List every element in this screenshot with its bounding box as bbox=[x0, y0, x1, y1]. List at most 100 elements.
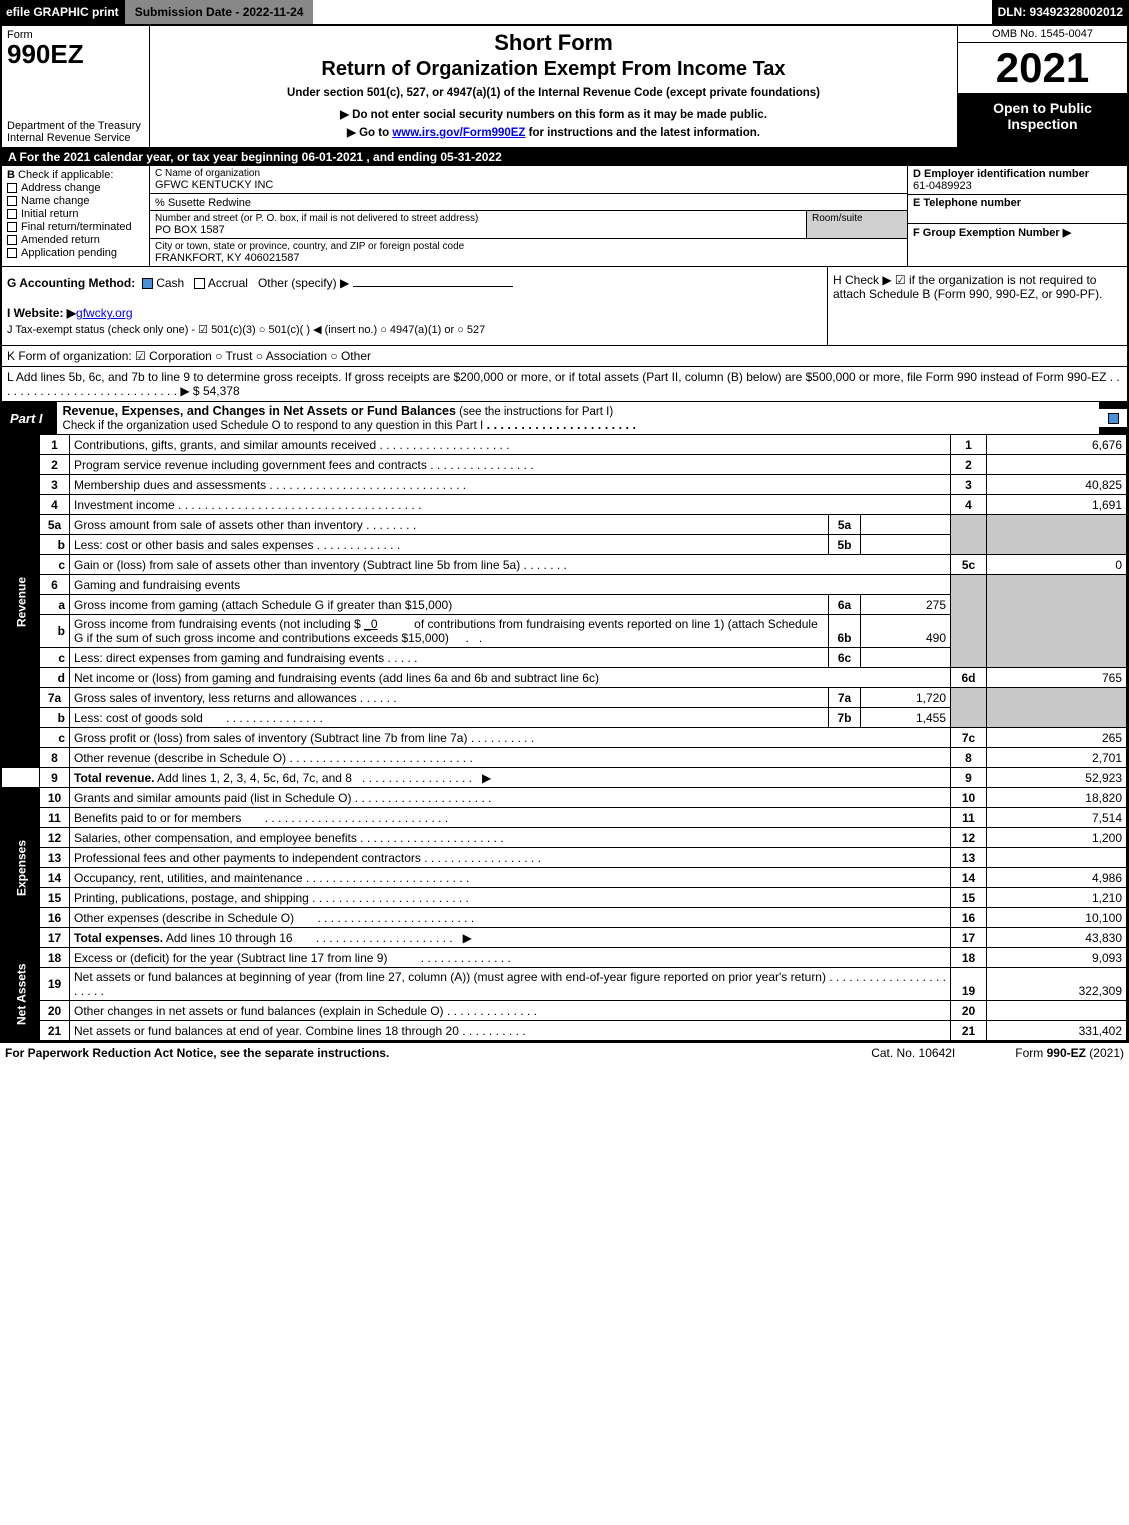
form-number: 990EZ bbox=[7, 41, 144, 67]
f-label: F Group Exemption Number ▶ bbox=[913, 227, 1071, 239]
line7b-desc: Less: cost of goods sold bbox=[74, 711, 203, 725]
irs-link[interactable]: www.irs.gov/Form990EZ bbox=[392, 127, 525, 139]
city: FRANKFORT, KY 406021587 bbox=[155, 252, 902, 264]
g-accounting: G Accounting Method: Cash Accrual Other … bbox=[7, 276, 822, 290]
chk-name-change[interactable]: Name change bbox=[7, 195, 144, 207]
part1-chk[interactable] bbox=[1108, 413, 1119, 424]
k-form-org: K Form of organization: ☑ Corporation ○ … bbox=[2, 346, 1127, 367]
line21-desc: Net assets or fund balances at end of ye… bbox=[74, 1024, 459, 1038]
line16-val: 10,100 bbox=[987, 908, 1127, 928]
line5c-desc: Gain or (loss) from sale of assets other… bbox=[74, 558, 520, 572]
chk-address-change[interactable]: Address change bbox=[7, 182, 144, 194]
line20-desc: Other changes in net assets or fund bala… bbox=[74, 1004, 444, 1018]
h-schedule-b: H Check ▶ ☑ if the organization is not r… bbox=[827, 267, 1127, 345]
chk-amended-return[interactable]: Amended return bbox=[7, 234, 144, 246]
line19-val: 322,309 bbox=[987, 968, 1127, 1001]
line3-desc: Membership dues and assessments bbox=[74, 478, 266, 492]
line14-val: 4,986 bbox=[987, 868, 1127, 888]
line16-desc: Other expenses (describe in Schedule O) bbox=[74, 911, 294, 925]
instr-ssn: ▶ Do not enter social security numbers o… bbox=[158, 107, 949, 121]
line6d-val: 765 bbox=[987, 668, 1127, 688]
title-short: Short Form bbox=[158, 30, 949, 56]
chk-application-pending[interactable]: Application pending bbox=[7, 247, 144, 259]
line15-desc: Printing, publications, postage, and shi… bbox=[74, 891, 309, 905]
line19-desc: Net assets or fund balances at beginning… bbox=[74, 970, 826, 984]
dln: DLN: 93492328002012 bbox=[992, 0, 1129, 24]
org-name: GFWC KENTUCKY INC bbox=[155, 179, 902, 191]
col-b: B Check if applicable: Address change Na… bbox=[2, 166, 150, 266]
city-label: City or town, state or province, country… bbox=[155, 241, 902, 252]
title-main: Return of Organization Exempt From Incom… bbox=[158, 58, 949, 81]
footer: For Paperwork Reduction Act Notice, see … bbox=[0, 1043, 1129, 1063]
section-gh: G Accounting Method: Cash Accrual Other … bbox=[2, 267, 1127, 346]
part1-title: Revenue, Expenses, and Changes in Net As… bbox=[57, 402, 1099, 434]
line1-desc: Contributions, gifts, grants, and simila… bbox=[74, 438, 376, 452]
form-990ez: Form 990EZ Department of the Treasury In… bbox=[0, 24, 1129, 1043]
footer-right: Form 990-EZ (2021) bbox=[1015, 1046, 1124, 1060]
line6b-desc: Gross income from fundraising events (no… bbox=[70, 615, 829, 648]
line5c-val: 0 bbox=[987, 555, 1127, 575]
expenses-tab: Expenses bbox=[3, 788, 40, 948]
line11-val: 7,514 bbox=[987, 808, 1127, 828]
netassets-tab: Net Assets bbox=[3, 948, 40, 1041]
header-center: Short Form Return of Organization Exempt… bbox=[150, 26, 957, 147]
room-label: Room/suite bbox=[812, 213, 902, 224]
line5a-desc: Gross amount from sale of assets other t… bbox=[74, 518, 363, 532]
line4-val: 1,691 bbox=[987, 495, 1127, 515]
line12-desc: Salaries, other compensation, and employ… bbox=[74, 831, 357, 845]
line10-desc: Grants and similar amounts paid (list in… bbox=[74, 791, 351, 805]
line2-desc: Program service revenue including govern… bbox=[74, 458, 427, 472]
part1-sub: Check if the organization used Schedule … bbox=[63, 420, 484, 432]
title-under: Under section 501(c), 527, or 4947(a)(1)… bbox=[158, 87, 949, 99]
line1-val: 6,676 bbox=[987, 435, 1127, 455]
part1-table: Revenue 1 Contributions, gifts, grants, … bbox=[2, 434, 1127, 1041]
department: Department of the Treasury Internal Reve… bbox=[7, 120, 144, 144]
e-label: E Telephone number bbox=[913, 197, 1021, 209]
line21-val: 331,402 bbox=[987, 1021, 1127, 1041]
chk-accrual[interactable] bbox=[194, 278, 205, 289]
l-gross-receipts: L Add lines 5b, 6c, and 7b to line 9 to … bbox=[2, 367, 1127, 402]
part1-header: Part I Revenue, Expenses, and Changes in… bbox=[2, 402, 1127, 434]
line13-desc: Professional fees and other payments to … bbox=[74, 851, 421, 865]
street: PO BOX 1587 bbox=[155, 224, 801, 236]
i-website: I Website: ▶gfwcky.org bbox=[7, 306, 822, 320]
line8-val: 2,701 bbox=[987, 748, 1127, 768]
form-header: Form 990EZ Department of the Treasury In… bbox=[2, 26, 1127, 148]
line17-desc: Total expenses. bbox=[74, 931, 163, 945]
line6b-val: 490 bbox=[861, 615, 951, 648]
line6c-val bbox=[861, 648, 951, 668]
omb-number: OMB No. 1545-0047 bbox=[958, 26, 1127, 43]
part1-tab: Part I bbox=[2, 409, 57, 428]
line10-val: 18,820 bbox=[987, 788, 1127, 808]
efile-print[interactable]: efile GRAPHIC print bbox=[0, 0, 125, 24]
section-bc: B Check if applicable: Address change Na… bbox=[2, 166, 1127, 267]
chk-cash[interactable] bbox=[142, 278, 153, 289]
line7a-val: 1,720 bbox=[861, 688, 951, 708]
street-label: Number and street (or P. O. box, if mail… bbox=[155, 213, 801, 224]
footer-left: For Paperwork Reduction Act Notice, see … bbox=[5, 1046, 811, 1060]
care-of: % Susette Redwine bbox=[155, 197, 251, 209]
footer-center: Cat. No. 10642I bbox=[811, 1046, 1015, 1060]
col-c: C Name of organization GFWC KENTUCKY INC… bbox=[150, 166, 907, 266]
line3-val: 40,825 bbox=[987, 475, 1127, 495]
open-inspection: Open to Public Inspection bbox=[958, 94, 1127, 147]
line6a-desc: Gross income from gaming (attach Schedul… bbox=[70, 595, 829, 615]
chk-initial-return[interactable]: Initial return bbox=[7, 208, 144, 220]
line7b-val: 1,455 bbox=[861, 708, 951, 728]
chk-final-return[interactable]: Final return/terminated bbox=[7, 221, 144, 233]
header-right: OMB No. 1545-0047 2021 Open to Public In… bbox=[957, 26, 1127, 147]
d-label: D Employer identification number bbox=[913, 168, 1089, 180]
line9-val: 52,923 bbox=[987, 768, 1127, 788]
row-a-tax-year: A For the 2021 calendar year, or tax yea… bbox=[2, 148, 1127, 166]
ein: 61-0489923 bbox=[913, 180, 972, 192]
line5b-desc: Less: cost or other basis and sales expe… bbox=[74, 538, 313, 552]
line2-val bbox=[987, 455, 1127, 475]
line4-desc: Investment income bbox=[74, 498, 175, 512]
col-de: D Employer identification number 61-0489… bbox=[907, 166, 1127, 266]
line5a-val bbox=[861, 515, 951, 535]
website-link[interactable]: gfwcky.org bbox=[76, 306, 132, 320]
line18-val: 9,093 bbox=[987, 948, 1127, 968]
line9-desc: Total revenue. bbox=[74, 771, 154, 785]
line7c-desc: Gross profit or (loss) from sales of inv… bbox=[74, 731, 467, 745]
submission-date: Submission Date - 2022-11-24 bbox=[125, 0, 314, 24]
